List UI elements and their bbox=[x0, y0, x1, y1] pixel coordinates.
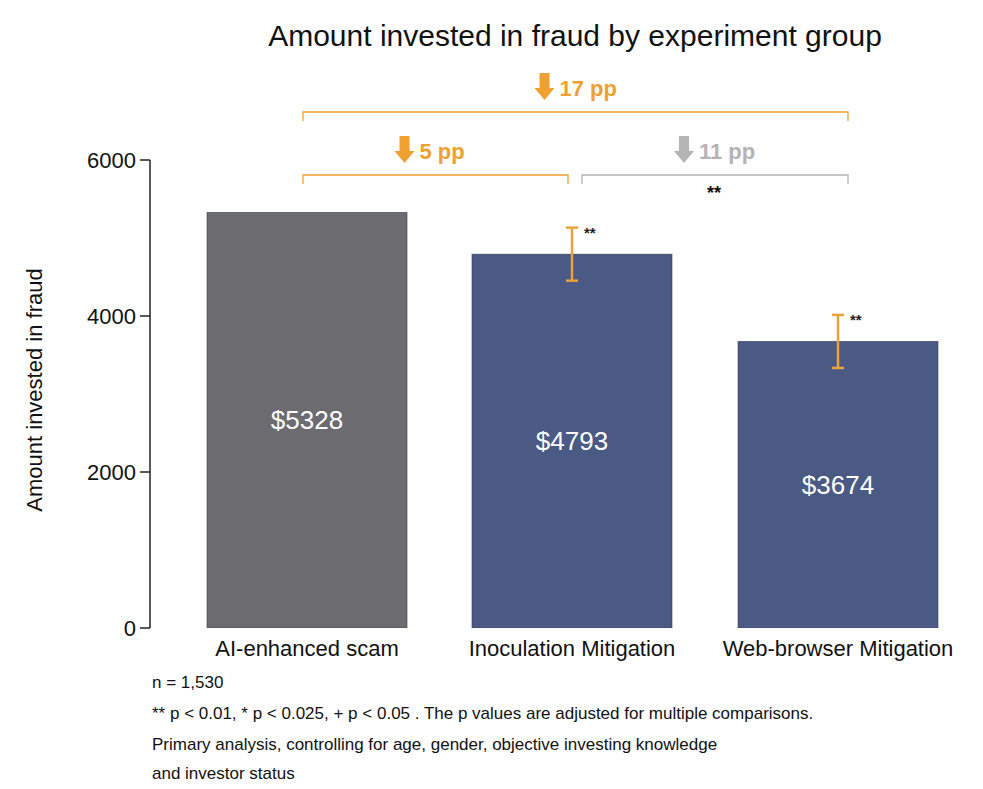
arrow-icon bbox=[395, 136, 415, 163]
chart: Amount invested in fraud by experiment g… bbox=[0, 0, 983, 789]
y-tick-label: 6000 bbox=[87, 148, 136, 173]
bar bbox=[207, 212, 407, 628]
bar bbox=[472, 254, 672, 628]
bracket-line bbox=[303, 175, 568, 184]
y-tick bbox=[140, 159, 150, 161]
y-tick bbox=[140, 471, 150, 473]
significance-marker: ** bbox=[850, 311, 862, 328]
data-label: $5328 bbox=[271, 405, 343, 435]
footnote: and investor status bbox=[152, 764, 295, 783]
bracket-label: 11 pp bbox=[699, 139, 755, 164]
data-label: $3674 bbox=[802, 470, 874, 500]
bracket-label: 5 pp bbox=[420, 139, 465, 164]
footnote: n = 1,530 bbox=[152, 673, 223, 692]
x-tick-label: Inoculation Mitigation bbox=[469, 636, 676, 661]
comparison-bracket: 17 pp bbox=[303, 73, 848, 121]
bracket-label: 17 pp bbox=[560, 76, 617, 101]
error-bar bbox=[832, 315, 844, 368]
error-stem bbox=[571, 228, 574, 281]
bracket-line bbox=[303, 112, 848, 121]
title: Amount invested in fraud by experiment g… bbox=[268, 19, 882, 52]
bar bbox=[738, 341, 938, 628]
error-cap bbox=[832, 367, 844, 370]
y-axis-line bbox=[149, 160, 151, 628]
significance-marker: ** bbox=[584, 224, 596, 241]
arrow-icon bbox=[674, 136, 694, 163]
y-tick-label: 2000 bbox=[87, 460, 136, 485]
y-tick bbox=[140, 315, 150, 317]
bars bbox=[207, 212, 938, 628]
error-cap bbox=[566, 279, 578, 282]
comparison-bracket: 5 pp bbox=[303, 136, 568, 184]
y-tick-label: 0 bbox=[124, 616, 136, 641]
data-label: $4793 bbox=[536, 426, 608, 456]
error-cap bbox=[832, 314, 844, 317]
comparison-bracket: 11 pp ** bbox=[582, 136, 848, 203]
error-bar bbox=[566, 228, 578, 281]
y-axis-label: Amount invested in fraud bbox=[22, 268, 47, 511]
footnote: Primary analysis, controlling for age, g… bbox=[152, 735, 717, 754]
bracket-significance: ** bbox=[707, 183, 721, 203]
x-tick-label: AI-enhanced scam bbox=[215, 636, 398, 661]
error-stem bbox=[837, 315, 840, 368]
error-cap bbox=[566, 226, 578, 229]
y-tick-label: 4000 bbox=[87, 304, 136, 329]
arrow-icon bbox=[535, 73, 555, 100]
footnote: ** p < 0.01, * p < 0.025, + p < 0.05 . T… bbox=[152, 704, 813, 723]
x-tick-label: Web-browser Mitigation bbox=[723, 636, 954, 661]
y-tick bbox=[140, 627, 150, 629]
